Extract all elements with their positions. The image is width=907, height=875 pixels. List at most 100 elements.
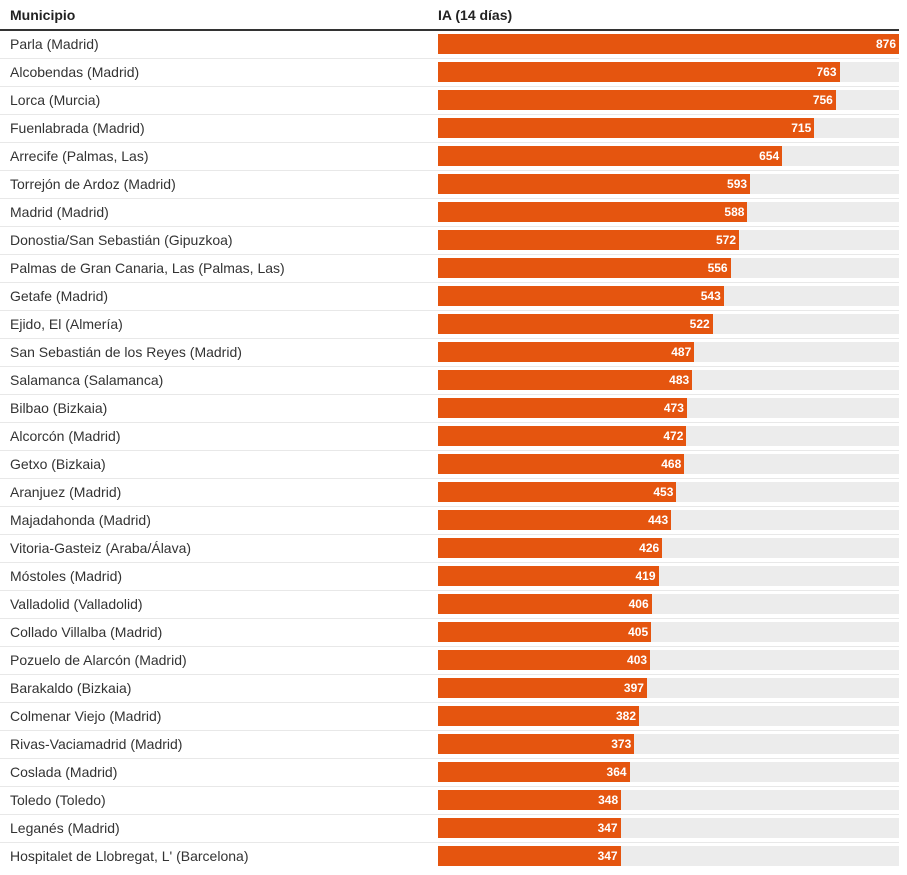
table-row: Toledo (Toledo) 348	[0, 787, 899, 815]
municipio-label: Vitoria-Gasteiz (Araba/Álava)	[10, 540, 192, 556]
table-row: Fuenlabrada (Madrid) 715	[0, 115, 899, 143]
bar-value-label: 473	[663, 401, 684, 415]
bar-track: 473	[438, 398, 899, 418]
bar-value-label: 876	[875, 37, 896, 51]
bar-track: 588	[438, 202, 899, 222]
bar-value-label: 419	[635, 569, 656, 583]
bar: 876	[438, 34, 899, 54]
bar-value-label: 483	[669, 373, 690, 387]
bar-value-label: 763	[816, 65, 837, 79]
table-row: Madrid (Madrid) 588	[0, 199, 899, 227]
table-row: Salamanca (Salamanca) 483	[0, 367, 899, 395]
bar-track: 405	[438, 622, 899, 642]
bar-track: 419	[438, 566, 899, 586]
bar: 347	[438, 846, 621, 866]
bar-value-label: 364	[606, 765, 627, 779]
table-row: Arrecife (Palmas, Las) 654	[0, 143, 899, 171]
municipio-label: Hospitalet de Llobregat, L' (Barcelona)	[10, 848, 249, 864]
bar-value-label: 426	[639, 541, 660, 555]
bar-value-label: 453	[653, 485, 674, 499]
bar: 763	[438, 62, 840, 82]
table-row: Alcorcón (Madrid) 472	[0, 423, 899, 451]
bar: 472	[438, 426, 687, 446]
bar: 522	[438, 314, 713, 334]
municipio-label: Getxo (Bizkaia)	[10, 456, 106, 472]
bar-track: 468	[438, 454, 899, 474]
municipio-label: Colmenar Viejo (Madrid)	[10, 708, 162, 724]
bar-track: 593	[438, 174, 899, 194]
table-row: Ejido, El (Almería) 522	[0, 311, 899, 339]
municipio-label: Parla (Madrid)	[10, 36, 99, 52]
municipio-label: Aranjuez (Madrid)	[10, 484, 122, 500]
bar-value-label: 468	[661, 457, 682, 471]
municipio-label: San Sebastián de los Reyes (Madrid)	[10, 344, 242, 360]
bar-track: 763	[438, 62, 899, 82]
bar-track: 543	[438, 286, 899, 306]
bar-value-label: 373	[611, 737, 632, 751]
municipio-label: Arrecife (Palmas, Las)	[10, 148, 149, 164]
bar: 715	[438, 118, 815, 138]
bar-track: 382	[438, 706, 899, 726]
bar-value-label: 403	[627, 653, 648, 667]
bar-value-label: 654	[759, 149, 780, 163]
table-row: Torrejón de Ardoz (Madrid) 593	[0, 171, 899, 199]
table-row: Leganés (Madrid) 347	[0, 815, 899, 843]
municipio-label: Bilbao (Bizkaia)	[10, 400, 108, 416]
table-row: Coslada (Madrid) 364	[0, 759, 899, 787]
bar: 403	[438, 650, 651, 670]
bar: 453	[438, 482, 677, 502]
table-row: Valladolid (Valladolid) 406	[0, 591, 899, 619]
bar-track: 472	[438, 426, 899, 446]
municipio-label: Pozuelo de Alarcón (Madrid)	[10, 652, 187, 668]
table-row: Colmenar Viejo (Madrid) 382	[0, 703, 899, 731]
table-row: Donostia/San Sebastián (Gipuzkoa) 572	[0, 227, 899, 255]
municipio-label: Madrid (Madrid)	[10, 204, 109, 220]
municipio-label: Fuenlabrada (Madrid)	[10, 120, 145, 136]
bar: 543	[438, 286, 724, 306]
bar-value-label: 397	[623, 681, 644, 695]
bar: 593	[438, 174, 751, 194]
bar: 756	[438, 90, 836, 110]
bar: 397	[438, 678, 647, 698]
bar-track: 364	[438, 762, 899, 782]
table-row: Pozuelo de Alarcón (Madrid) 403	[0, 647, 899, 675]
municipio-label: Palmas de Gran Canaria, Las (Palmas, Las…	[10, 260, 285, 276]
table-row: Rivas-Vaciamadrid (Madrid) 373	[0, 731, 899, 759]
table-row: Aranjuez (Madrid) 453	[0, 479, 899, 507]
bar-value-label: 472	[663, 429, 684, 443]
bar: 406	[438, 594, 652, 614]
bar: 473	[438, 398, 687, 418]
bar: 347	[438, 818, 621, 838]
bar-value-label: 715	[791, 121, 812, 135]
table-row: Vitoria-Gasteiz (Araba/Álava) 426	[0, 535, 899, 563]
header-municipio: Municipio	[10, 7, 76, 23]
bar-value-label: 382	[615, 709, 637, 723]
bar: 382	[438, 706, 640, 726]
bar-track: 406	[438, 594, 899, 614]
bar-track: 715	[438, 118, 899, 138]
municipio-label: Getafe (Madrid)	[10, 288, 109, 304]
bar-table: Parla (Madrid) 876 Alcobendas (Madrid) 763 L…	[0, 31, 899, 870]
bar-track: 756	[438, 90, 899, 110]
bar-track: 426	[438, 538, 899, 558]
bar-value-label: 348	[598, 793, 619, 807]
bar-track: 453	[438, 482, 899, 502]
municipio-label: Valladolid (Valladolid)	[10, 596, 143, 612]
table-row: Bilbao (Bizkaia) 473	[0, 395, 899, 423]
table-row: Collado Villalba (Madrid) 405	[0, 619, 899, 647]
bar: 487	[438, 342, 695, 362]
bar: 654	[438, 146, 783, 166]
header-ia: IA (14 días)	[438, 7, 513, 23]
bar-track: 654	[438, 146, 899, 166]
table-row: Getxo (Bizkaia) 468	[0, 451, 899, 479]
table-row: San Sebastián de los Reyes (Madrid) 487	[0, 339, 899, 367]
bar-track: 572	[438, 230, 899, 250]
bar-track: 487	[438, 342, 899, 362]
municipio-label: Majadahonda (Madrid)	[10, 512, 151, 528]
bar-track: 876	[438, 34, 899, 54]
bar-value-label: 572	[715, 233, 737, 247]
bar-track: 397	[438, 678, 899, 698]
table-header: Municipio IA (14 días)	[0, 0, 899, 31]
municipio-label: Leganés (Madrid)	[10, 820, 120, 836]
bar-track: 403	[438, 650, 899, 670]
